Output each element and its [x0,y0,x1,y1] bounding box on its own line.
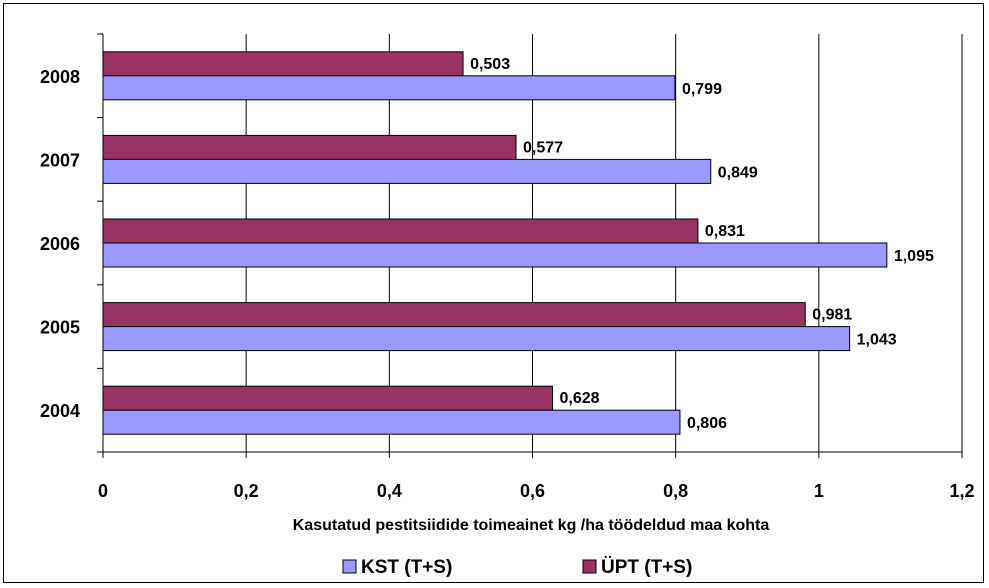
bar-upt [102,51,464,77]
category-label: 2006 [40,234,80,254]
x-tick-label: 1,2 [949,481,974,501]
axes [97,33,963,458]
data-label-kst: 0,806 [687,415,727,432]
category-label: 2005 [40,318,80,338]
legend-swatch [342,559,357,574]
bar-upt [102,134,517,160]
x-tick-label: 0,8 [663,481,688,501]
bar-kst [102,326,851,352]
legend-label: ÜPT (T+S) [601,557,692,578]
legend-label: KST (T+S) [361,557,452,578]
bar-upt [102,302,806,328]
tick-labels: 0 0,2 0,4 0,6 0,8 1 1,2 [98,481,975,501]
x-tick-label: 0 [98,481,108,501]
bar-kst [102,242,888,268]
x-tick-label: 1 [814,481,824,501]
x-tick-label: 0,2 [234,481,259,501]
x-tick-label: 0,6 [520,481,545,501]
data-label-upt: 0,628 [560,390,600,407]
bar-kst [102,158,712,184]
data-label-kst: 1,095 [894,248,934,265]
bar-kst [102,409,681,435]
category-label: 2007 [40,150,80,170]
bars [102,51,888,435]
x-axis-title: Kasutatud pestitsiidide toimeainet kg /h… [293,517,770,534]
x-tick-label: 0,4 [377,481,402,501]
data-label-kst: 0,849 [718,164,758,181]
data-label-upt: 0,577 [523,139,563,156]
bar-upt [102,385,554,411]
category-label: 2008 [40,67,80,87]
category-label: 2004 [40,401,80,421]
legend: KST (T+S) ÜPT (T+S) [342,557,692,578]
data-label-kst: 0,799 [682,81,722,98]
data-label-upt: 0,981 [812,307,852,324]
bar-kst [102,75,676,101]
data-labels: 0,628 0,806 0,981 1,043 0,831 1,095 0,577 0,849… [470,56,934,432]
category-labels: 2004 2005 2006 2007 2008 [40,67,80,421]
data-label-kst: 1,043 [857,332,897,349]
data-label-upt: 0,503 [470,56,510,73]
data-label-upt: 0,831 [705,223,745,240]
legend-swatch [582,559,597,574]
bar-upt [102,218,699,244]
